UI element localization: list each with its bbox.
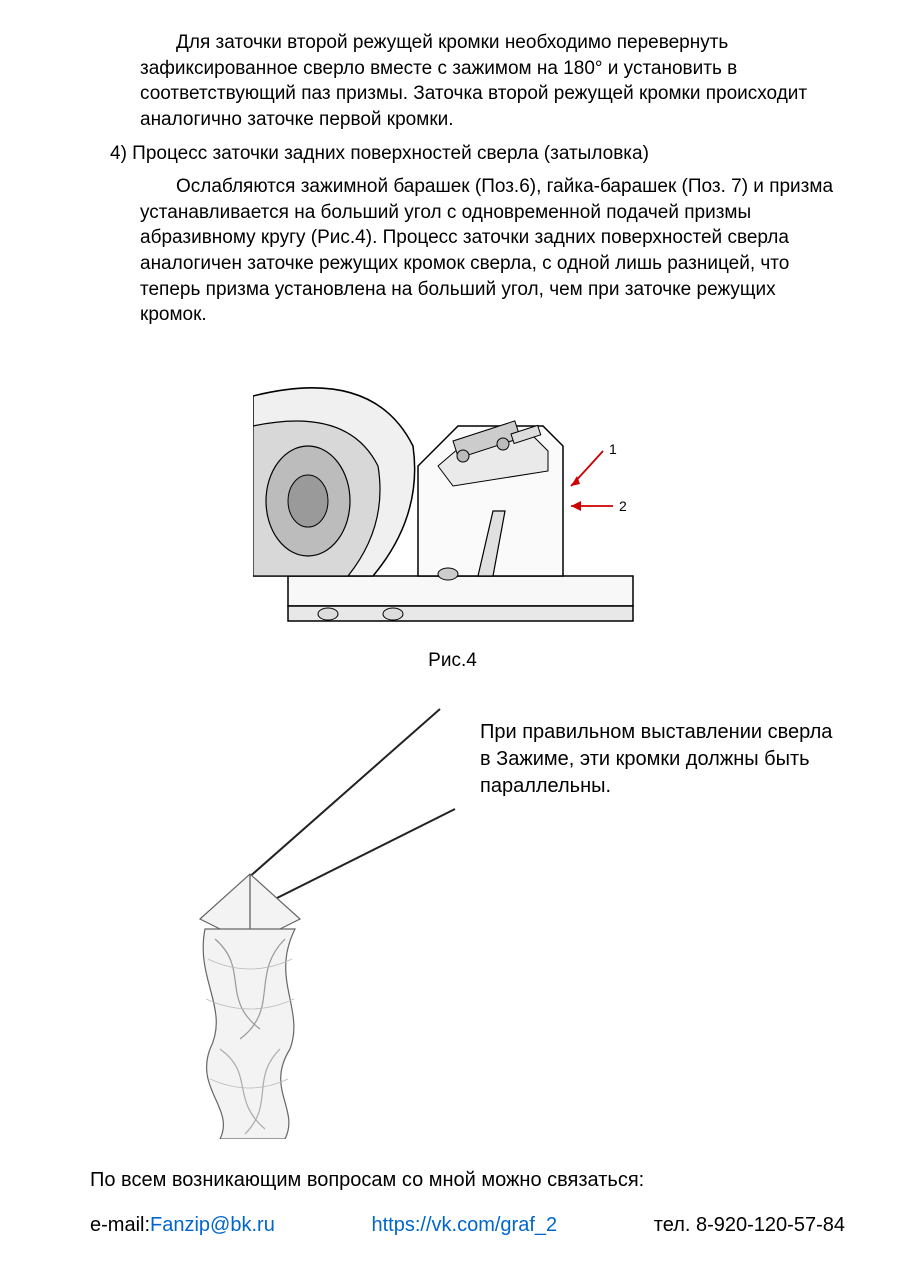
figure-4-svg: 1 2	[253, 336, 653, 636]
paragraph-1: Для заточки второй режущей кромки необхо…	[140, 30, 845, 133]
drill-note-text: При правильном выставлении сверла в Зажи…	[470, 679, 845, 800]
contact-email: e-mail:Fanzip@bk.ru	[90, 1212, 275, 1239]
arrow-2-label: 2	[619, 498, 627, 514]
contact-intro: По всем возникающим вопросам со мной мож…	[90, 1167, 845, 1194]
tel-label: тел.	[654, 1214, 696, 1236]
figure-4-caption: Рис.4	[60, 648, 845, 674]
section-4-heading: 4) Процесс заточки задних поверхностей с…	[110, 141, 845, 167]
paragraph-2: Ослабляются зажимной барашек (Поз.6), га…	[140, 174, 845, 328]
email-label: e-mail:	[90, 1214, 150, 1236]
tel-number: 8-920-120-57-84	[696, 1214, 845, 1236]
email-link[interactable]: Fanzip@bk.ru	[150, 1214, 275, 1236]
arrow-1-label: 1	[609, 441, 617, 457]
drill-figure-row: При правильном выставлении сверла в Зажи…	[100, 679, 845, 1147]
drill-tip-svg	[100, 679, 470, 1139]
contact-row: e-mail:Fanzip@bk.ru https://vk.com/graf_…	[90, 1212, 845, 1239]
contact-tel: тел. 8-920-120-57-84	[654, 1212, 845, 1239]
figure-4-block: 1 2	[60, 336, 845, 644]
vk-link[interactable]: https://vk.com/graf_2	[371, 1212, 557, 1239]
